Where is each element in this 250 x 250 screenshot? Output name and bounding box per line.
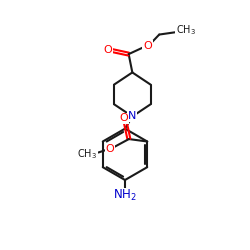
Text: O: O (120, 113, 128, 123)
Text: CH$_3$: CH$_3$ (77, 147, 97, 160)
Text: O: O (143, 40, 152, 50)
Text: O: O (106, 144, 114, 154)
Text: NH$_2$: NH$_2$ (113, 188, 137, 204)
Text: O: O (104, 45, 112, 55)
Text: N: N (128, 112, 136, 122)
Text: CH$_3$: CH$_3$ (176, 24, 196, 37)
